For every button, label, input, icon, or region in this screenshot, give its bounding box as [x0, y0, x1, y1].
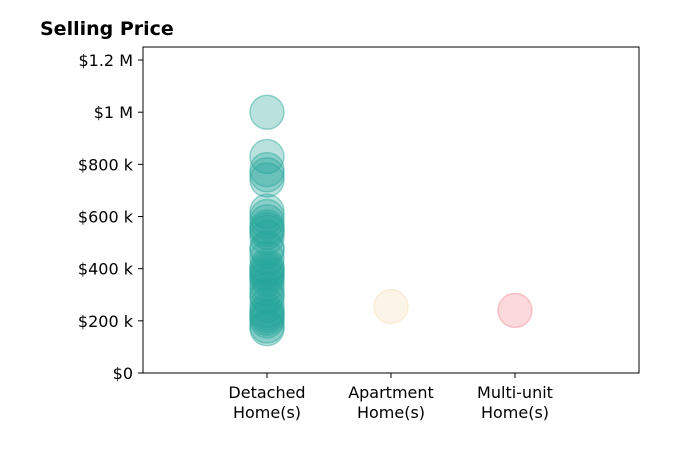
data-point — [249, 193, 285, 230]
data-point — [249, 303, 285, 339]
data-point — [249, 138, 285, 175]
y-tick-label: $200 k — [78, 312, 134, 331]
data-point — [249, 310, 285, 347]
x-tick-label-line: Home(s) — [481, 403, 549, 422]
data-point — [249, 258, 285, 295]
x-tick-label-line: Multi-unit — [477, 383, 553, 402]
x-tick-label: Multi-unit Home(s) — [477, 383, 553, 422]
data-point — [249, 287, 285, 323]
data-point — [249, 266, 285, 303]
data-point — [249, 203, 285, 240]
data-point — [249, 248, 285, 284]
data-point — [497, 292, 533, 329]
x-tick-label: Detached Home(s) — [228, 383, 305, 422]
y-tick-label: $1 M — [94, 103, 133, 122]
data-point — [249, 277, 285, 313]
data-points — [249, 94, 533, 347]
data-point — [249, 300, 285, 336]
data-point — [249, 240, 285, 276]
data-point — [249, 271, 285, 308]
data-point — [249, 94, 285, 130]
data-point — [373, 288, 409, 325]
data-point — [249, 232, 285, 269]
data-point — [249, 261, 285, 297]
data-point — [249, 308, 285, 344]
data-point — [249, 230, 285, 266]
x-tick-label-line: Detached — [228, 383, 305, 402]
x-axis: Detached Home(s)Apartment Home(s)Multi-uni… — [228, 373, 553, 422]
data-point — [249, 211, 285, 248]
data-point — [249, 162, 285, 198]
data-point — [249, 292, 285, 329]
data-point — [249, 253, 285, 290]
y-tick-label: $600 k — [78, 208, 134, 227]
x-tick-label-line: Home(s) — [357, 403, 425, 422]
data-point — [249, 297, 285, 334]
y-tick-label: $1.2 M — [78, 51, 133, 70]
y-tick-label: $0 — [113, 364, 133, 383]
chart-title: Selling Price — [40, 18, 174, 40]
y-tick-label: $400 k — [78, 260, 134, 279]
data-point — [249, 151, 285, 188]
data-point — [249, 295, 285, 331]
y-axis: $0 $200 k $400 k $600 k $800 k $1 M $1.2 M — [78, 51, 143, 383]
data-point — [249, 209, 285, 245]
data-point — [249, 157, 285, 193]
x-tick-label-line: Apartment — [348, 383, 434, 402]
data-point — [249, 279, 285, 316]
data-point — [249, 256, 285, 292]
data-point — [249, 214, 285, 250]
x-tick-label-line: Home(s) — [233, 403, 301, 422]
data-point — [249, 198, 285, 235]
data-point — [249, 250, 285, 287]
x-tick-label: Apartment Home(s) — [348, 383, 434, 422]
y-tick-label: $800 k — [78, 155, 134, 174]
data-point — [249, 219, 285, 256]
